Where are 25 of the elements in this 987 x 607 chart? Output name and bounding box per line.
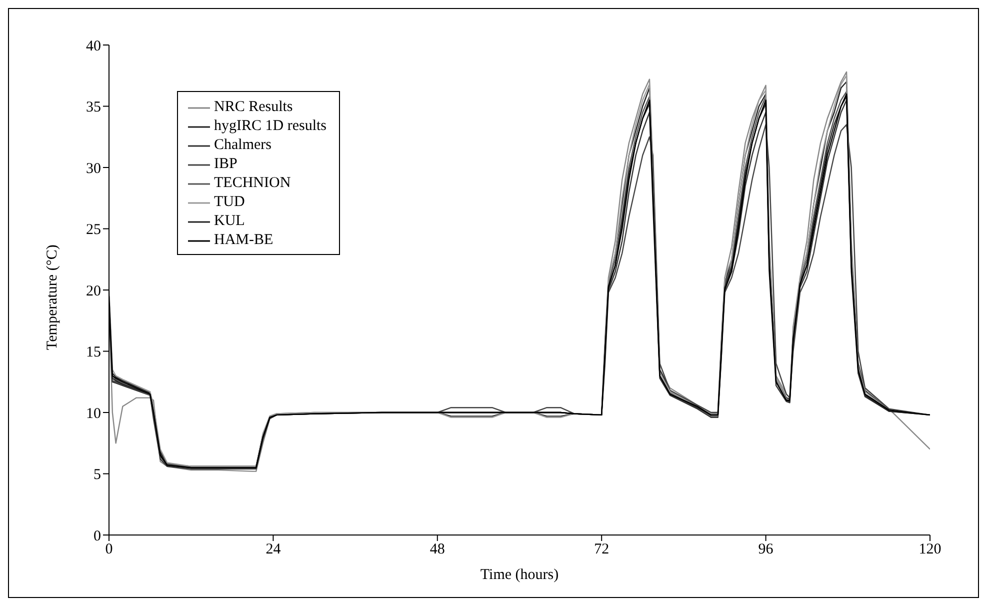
legend-label: TUD bbox=[214, 193, 245, 212]
y-tick-label: 20 bbox=[86, 283, 101, 300]
x-tick-label: 120 bbox=[918, 542, 942, 558]
y-tick-label: 10 bbox=[86, 406, 101, 422]
legend-label: hygIRC 1D results bbox=[214, 117, 326, 136]
y-tick-label: 25 bbox=[86, 222, 101, 238]
legend-label: HAM-BE bbox=[214, 231, 274, 250]
x-tick-label: 0 bbox=[105, 542, 113, 558]
legend-label: TECHNION bbox=[214, 174, 291, 193]
y-tick-label: 30 bbox=[86, 160, 101, 177]
y-tick-label: 5 bbox=[94, 467, 101, 484]
legend-label: IBP bbox=[214, 155, 238, 174]
x-tick-label: 72 bbox=[594, 542, 610, 558]
y-tick-label: 15 bbox=[86, 344, 101, 361]
y-tick-label: 40 bbox=[86, 38, 101, 54]
x-tick-label: 24 bbox=[266, 542, 282, 558]
x-tick-label: 96 bbox=[758, 542, 774, 558]
legend-label: KUL bbox=[214, 212, 245, 231]
legend-label: Chalmers bbox=[214, 136, 272, 155]
y-tick-label: 35 bbox=[86, 100, 101, 116]
y-tick-label: 0 bbox=[94, 528, 101, 544]
x-axis-title: Time (hours) bbox=[480, 567, 559, 583]
legend-label: NRC Results bbox=[214, 98, 293, 117]
x-tick-label: 48 bbox=[430, 542, 445, 558]
y-axis-title: Temperature (°C) bbox=[44, 244, 60, 350]
